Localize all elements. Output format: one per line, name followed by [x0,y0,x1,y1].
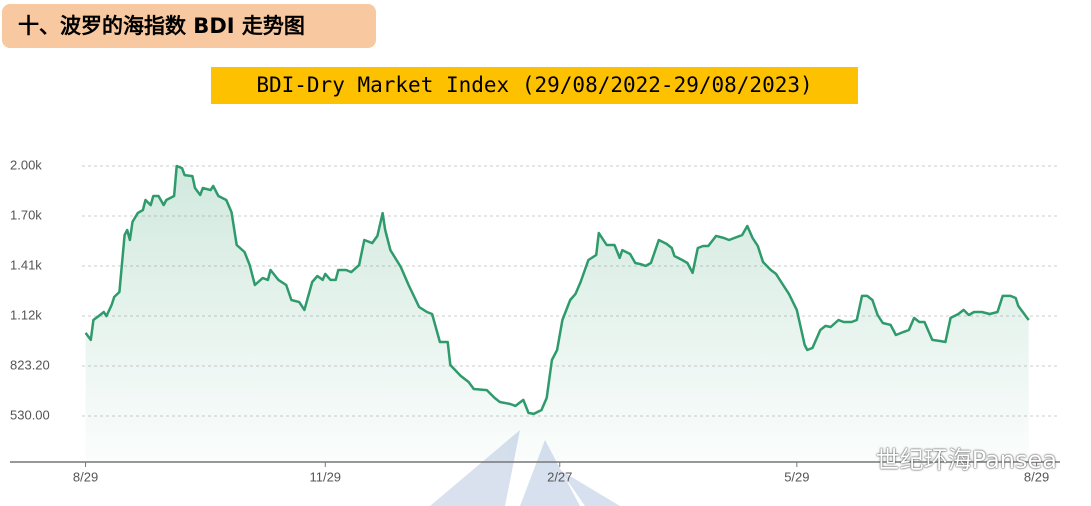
y-tick-label: 2.00k [10,157,42,172]
section-header: 十、波罗的海指数 BDI 走势图 [2,4,376,48]
x-tick-label: 8/29 [1024,469,1049,484]
x-tick-label: 5/29 [784,469,809,484]
y-tick-label: 823.20 [10,357,50,372]
y-tick-label: 1.12k [10,307,42,322]
area [85,166,1029,462]
x-tick-label: 8/29 [73,469,98,484]
y-tick-label: 1.70k [10,207,42,222]
x-tick-label: 2/27 [547,469,572,484]
y-tick-label: 1.41k [10,257,42,272]
chart-title: BDI-Dry Market Index (29/08/2022-29/08/2… [211,67,858,104]
line [84,164,1030,416]
y-tick-label: 530.00 [10,407,50,422]
watermark: 世纪环海Pansea [875,446,1057,474]
x-tick-label: 11/29 [309,469,341,484]
